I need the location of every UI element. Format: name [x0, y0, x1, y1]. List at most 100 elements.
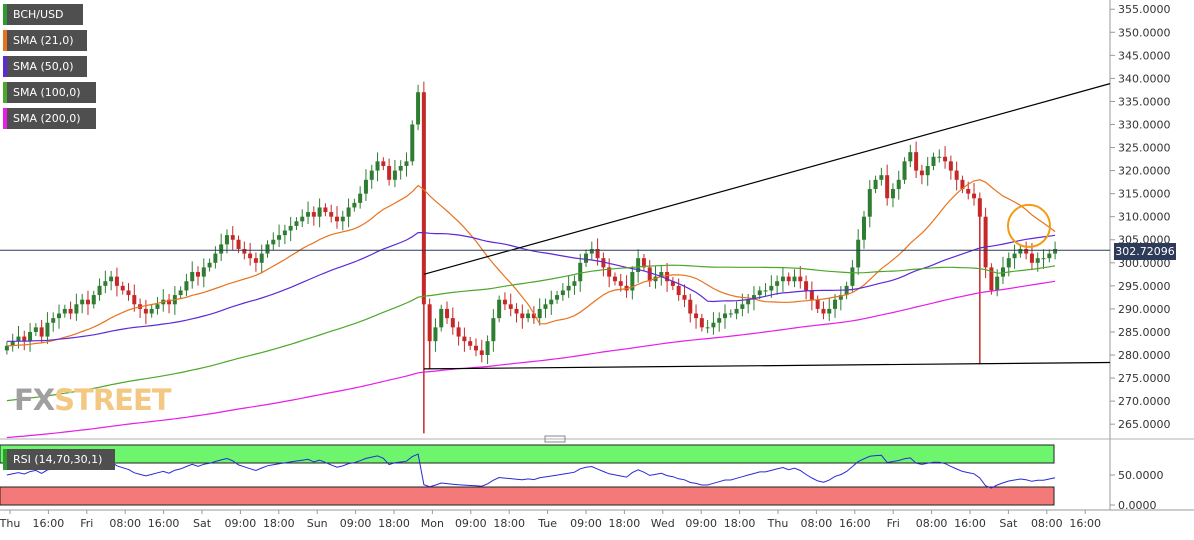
candle-body [427, 304, 432, 342]
candle-body [282, 230, 287, 236]
rsi-overbought-zone [0, 444, 1055, 464]
candle-body [833, 299, 838, 309]
legend-item-sma-50[interactable]: SMA (50,0) [3, 56, 87, 77]
candle-body [734, 308, 739, 314]
candle-body [960, 179, 965, 190]
candle-body [16, 336, 21, 342]
candle-body [248, 253, 253, 259]
candle-body [705, 327, 710, 329]
candle-body [213, 253, 218, 263]
y-tick-label: 285.0000 [1118, 326, 1171, 339]
candle-body [45, 322, 50, 337]
candle-body [491, 318, 496, 342]
candle-body [68, 308, 73, 314]
candle-body [207, 262, 212, 268]
candle-body [740, 304, 745, 309]
candle-body [265, 244, 270, 254]
candle-body [149, 308, 154, 314]
candle-body [537, 308, 542, 319]
sma-100-line [6, 264, 1056, 402]
x-tick-label: 08:00 [1031, 517, 1063, 530]
candle-body [410, 124, 415, 162]
sma-21-label: SMA (21,0) [13, 34, 74, 47]
x-tick-label: 08:00 [801, 517, 833, 530]
candle-body [856, 239, 861, 268]
candle-body [352, 202, 357, 208]
y-tick-label: 325.0000 [1118, 142, 1171, 155]
candle-body [798, 276, 803, 282]
candle-body [155, 304, 160, 309]
candle-body [358, 193, 363, 203]
candle-body [33, 327, 38, 332]
candle-body [769, 285, 774, 291]
candle-body [1035, 258, 1040, 263]
x-tick-label: Thu [767, 517, 789, 530]
candle-body [497, 299, 502, 319]
candle-body [954, 170, 959, 180]
candle-body [329, 212, 334, 217]
candle-body [508, 304, 513, 309]
candle-body [294, 221, 299, 226]
candle-body [989, 267, 994, 291]
candle-body [1047, 253, 1052, 259]
candle-body [306, 212, 311, 217]
y-tick-label: 345.0000 [1118, 49, 1171, 62]
rsi-tick-label: 0.0000 [1118, 499, 1157, 512]
candle-body [340, 216, 345, 222]
x-tick-label: 18:00 [378, 517, 410, 530]
legend-item-sma-100[interactable]: SMA (100,0) [3, 82, 96, 103]
x-tick-label: Wed [651, 517, 675, 530]
candle-body [827, 308, 832, 314]
candle-body [584, 253, 589, 263]
candle-body [902, 161, 907, 180]
candle-body [120, 285, 125, 291]
y-tick-label: 355.0000 [1118, 3, 1171, 16]
candle-body [1000, 267, 1005, 277]
x-tick-label: 18:00 [263, 517, 295, 530]
candle-body [647, 267, 652, 282]
x-tick-label: Sat [193, 517, 212, 530]
candle-body [1041, 258, 1046, 260]
y-tick-label: 310.0000 [1118, 211, 1171, 224]
y-tick-label: 280.0000 [1118, 349, 1171, 362]
candle-body [271, 239, 276, 245]
candle-body [555, 295, 560, 300]
candle-body [885, 175, 890, 199]
symbol-legend-item[interactable]: BCH/USD [3, 4, 83, 25]
y-tick-label: 335.0000 [1118, 95, 1171, 108]
candle-body [462, 336, 467, 342]
x-tick-label: Fri [887, 517, 900, 530]
candle-body [485, 341, 490, 356]
candle-body [520, 313, 525, 319]
candle-body [277, 235, 282, 240]
x-tick-label: Sun [307, 517, 328, 530]
candle-body [421, 92, 426, 305]
candle-body [688, 299, 693, 314]
x-tick-label: 09:00 [685, 517, 717, 530]
x-tick-label: 09:00 [455, 517, 487, 530]
rsi-line [6, 453, 1056, 489]
candle-body [381, 161, 386, 166]
candle-body [97, 285, 102, 296]
candle-body [334, 216, 339, 222]
legend-item-sma-21[interactable]: SMA (21,0) [3, 30, 87, 51]
candle-body [85, 299, 90, 305]
candle-body [717, 318, 722, 323]
y-tick-label: 350.0000 [1118, 26, 1171, 39]
y-tick-label: 290.0000 [1118, 303, 1171, 316]
rsi-legend-item[interactable]: RSI (14,70,30,1) [3, 449, 115, 470]
candle-body [775, 281, 780, 286]
candle-body [531, 313, 536, 319]
x-tick-label: Fri [80, 517, 93, 530]
candle-body [114, 276, 119, 286]
x-tick-label: 16:00 [33, 517, 65, 530]
watermark-street: STREET [54, 383, 171, 417]
candle-body [937, 156, 942, 158]
candle-body [57, 313, 62, 319]
candle-body [22, 336, 27, 342]
legend-item-sma-200[interactable]: SMA (200,0) [3, 108, 96, 129]
candle-body [288, 225, 293, 231]
candle-body [931, 156, 936, 166]
